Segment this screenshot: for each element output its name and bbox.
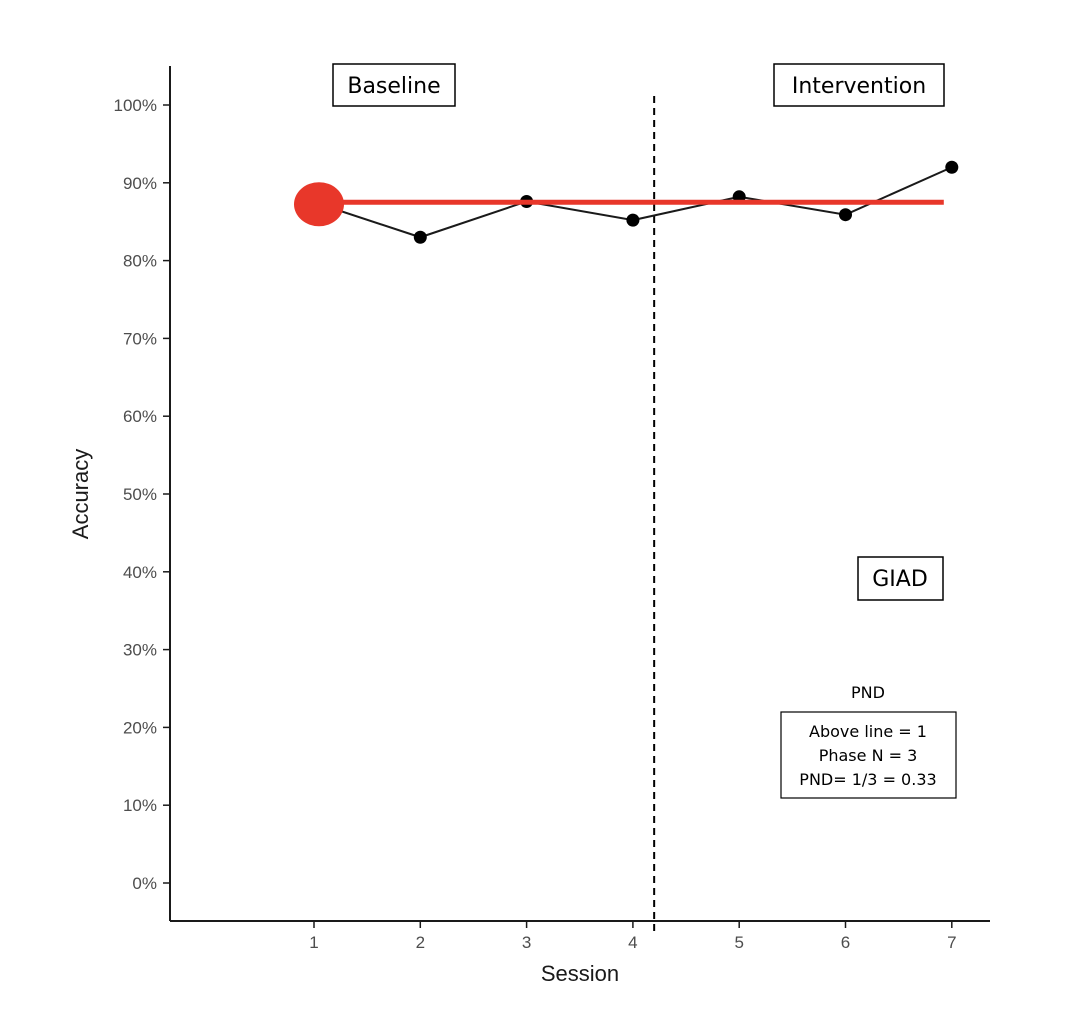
y-tick-label: 50%: [123, 485, 157, 504]
pnd-line-1: Above line = 1: [809, 722, 927, 741]
y-axis-ticks: 0% 10% 20% 30% 40% 50% 60% 70% 80% 90% 100%: [114, 96, 170, 893]
x-axis-title: Session: [541, 961, 619, 986]
highlight-marker: [294, 182, 344, 227]
y-tick-label: 100%: [114, 96, 157, 115]
y-tick-label: 90%: [123, 174, 157, 193]
x-axis-ticks: 1 2 3 4 5 6 7: [309, 921, 957, 952]
intervention-label: Intervention: [792, 74, 926, 99]
giad-box: GIAD: [857, 556, 944, 601]
x-tick-label: 5: [734, 933, 743, 952]
x-tick-label: 1: [309, 933, 318, 952]
y-tick-label: 30%: [123, 641, 157, 660]
data-point: [945, 160, 959, 174]
pnd-line-3: PND= 1/3 = 0.33: [799, 770, 936, 789]
intervention-label-box: Intervention: [773, 63, 945, 107]
y-tick-label: 80%: [123, 252, 157, 271]
y-tick-label: 60%: [123, 407, 157, 426]
pnd-box: Above line = 1 Phase N = 3 PND= 1/3 = 0.…: [780, 711, 957, 799]
y-tick-label: 10%: [123, 796, 157, 815]
y-axis-title: Accuracy: [68, 449, 93, 539]
y-tick-label: 0%: [132, 874, 157, 893]
y-tick-label: 20%: [123, 718, 157, 737]
baseline-label-box: Baseline: [332, 63, 456, 107]
x-tick-label: 4: [628, 933, 637, 952]
pnd-title: PND: [851, 683, 885, 702]
baseline-label: Baseline: [347, 74, 440, 99]
y-tick-label: 70%: [123, 329, 157, 348]
data-point: [626, 213, 640, 227]
data-point: [839, 208, 852, 222]
giad-label: GIAD: [872, 567, 928, 592]
x-tick-label: 2: [416, 933, 425, 952]
y-tick-label: 40%: [123, 563, 157, 582]
data-point: [413, 230, 427, 244]
x-tick-label: 6: [841, 933, 850, 952]
x-tick-label: 3: [522, 933, 531, 952]
pnd-line-2: Phase N = 3: [819, 746, 918, 765]
x-tick-label: 7: [947, 933, 956, 952]
